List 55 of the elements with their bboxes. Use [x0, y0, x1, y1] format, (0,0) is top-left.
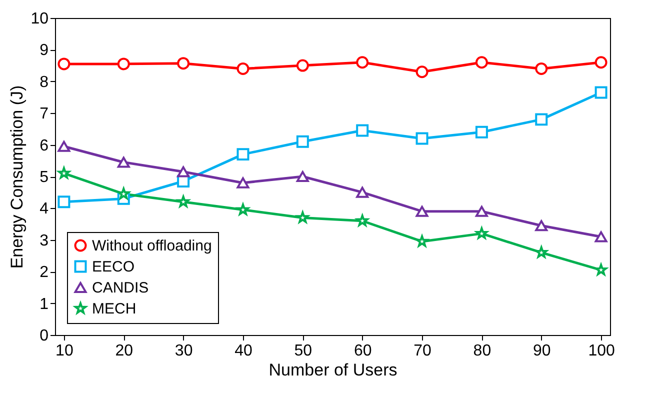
- point: [296, 135, 309, 148]
- point: [356, 186, 369, 198]
- y-tick-label: 6: [40, 137, 49, 154]
- y-tick-label: 9: [40, 42, 49, 60]
- y-tick-label: 7: [40, 106, 49, 123]
- y-tick-label: 5: [40, 169, 49, 186]
- point: [416, 132, 428, 145]
- legend-label: MECH: [92, 300, 136, 318]
- point: [356, 56, 369, 69]
- point: [117, 156, 130, 168]
- x-axis-title: Number of Users: [268, 360, 398, 380]
- legend-label: CANDIS: [92, 280, 149, 296]
- point: [236, 148, 250, 161]
- x-tick-label: 40: [234, 342, 252, 360]
- point: [236, 62, 250, 75]
- y-tick-label: 0: [40, 328, 49, 344]
- point: [475, 126, 488, 138]
- y-axis-title: Energy Consumption (J): [8, 85, 27, 269]
- point: [416, 66, 428, 78]
- point: [475, 206, 488, 217]
- x-tick-label: 30: [174, 342, 193, 360]
- point: [117, 58, 130, 70]
- point: [535, 220, 548, 232]
- x-tick-label: 20: [115, 342, 134, 360]
- point: [177, 57, 190, 70]
- x-tick-label: 10: [56, 342, 74, 360]
- point: [594, 231, 608, 242]
- x-tick-label: 70: [414, 342, 432, 360]
- y-tick-label: 4: [40, 200, 49, 218]
- point: [296, 170, 309, 182]
- y-tick-label: 8: [40, 74, 49, 91]
- x-tick-label: 90: [532, 342, 551, 360]
- y-tick-label: 10: [30, 10, 49, 28]
- point: [416, 206, 428, 217]
- point: [535, 113, 548, 126]
- point: [296, 59, 309, 72]
- point: [58, 196, 70, 208]
- point: [594, 56, 608, 69]
- y-tick-label: 1: [40, 296, 49, 313]
- x-tick-label: 50: [294, 342, 312, 360]
- point: [594, 86, 608, 99]
- point: [58, 58, 70, 70]
- point: [236, 177, 250, 188]
- point: [475, 56, 488, 69]
- point: [58, 140, 70, 152]
- y-tick-label: 3: [40, 232, 49, 250]
- y-tick-label: 2: [40, 264, 49, 282]
- legend-label: Without offloading: [92, 238, 212, 254]
- x-tick-label: 100: [588, 342, 615, 360]
- legend-label: EECO: [92, 258, 135, 276]
- point: [177, 166, 190, 178]
- point: [356, 124, 369, 137]
- x-tick-label: 60: [354, 342, 372, 360]
- point: [535, 62, 548, 75]
- x-tick-label: 80: [473, 342, 492, 360]
